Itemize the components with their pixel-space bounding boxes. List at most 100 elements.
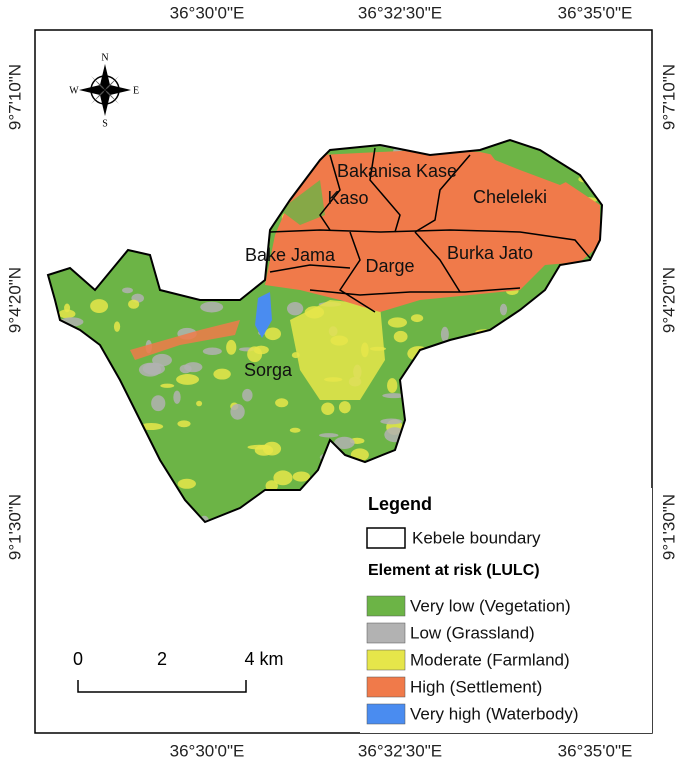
x-coord-label: 36°30'0"E: [170, 3, 245, 22]
compass-label: E: [133, 85, 139, 96]
land-cover: [480, 140, 580, 185]
legend-label: Kebele boundary: [412, 528, 541, 547]
legend-label: Moderate (Farmland): [410, 650, 570, 669]
compass-point: [100, 90, 110, 116]
land-cover: [290, 300, 385, 400]
legend-swatch: [366, 703, 406, 725]
land-cover: [200, 301, 224, 313]
graticule-labels: 36°30'0"E 36°30'0"E 36°32'30"E 36°32'30"E 36…: [5, 3, 678, 760]
land-cover: [113, 321, 121, 332]
land-cover: [142, 362, 165, 375]
land-cover: [334, 436, 355, 449]
land-cover: [280, 180, 325, 225]
land-cover: [184, 362, 203, 373]
land-cover: [202, 347, 222, 356]
legend-title: Legend: [368, 494, 432, 514]
compass-label: N: [101, 52, 108, 63]
land-cover: [265, 480, 278, 492]
legend-swatch: [366, 527, 406, 549]
kebele-label: Cheleleki: [473, 187, 547, 207]
scale-bar: 0 2 4 km: [73, 649, 284, 693]
land-cover: [338, 401, 351, 414]
kebele-boundary: [319, 154, 341, 231]
legend-swatch: [366, 649, 406, 671]
scale-label: 0: [73, 649, 83, 669]
y-coord-label: 9°7'10"N: [659, 64, 678, 130]
land-cover: [173, 390, 181, 404]
kebele-boundary: [414, 231, 461, 293]
land-cover: [499, 303, 508, 316]
land-cover: [247, 346, 263, 363]
x-coord-label: 36°32'30"E: [358, 3, 442, 22]
compass-point: [105, 90, 119, 104]
land-cover: [176, 374, 200, 385]
kebele-boundary: [414, 154, 471, 233]
kebele-boundary: [338, 231, 376, 313]
land-cover: [64, 303, 71, 313]
compass-point: [105, 76, 119, 90]
kebele-label: Darge: [365, 256, 414, 276]
compass-point: [91, 90, 105, 104]
x-coord-label: 36°35'0"E: [558, 741, 633, 760]
compass-label: W: [69, 85, 79, 96]
legend-swatch: [366, 622, 406, 644]
land-cover: [289, 427, 301, 433]
land-cover: [321, 402, 335, 415]
x-coord-label: 36°30'0"E: [170, 741, 245, 760]
x-coord-label: 36°35'0"E: [558, 3, 633, 22]
land-cover: [128, 299, 140, 309]
land-cover: [292, 471, 311, 482]
kebele-label: Bake Jama: [245, 245, 336, 265]
land-cover: [440, 326, 449, 342]
scale-line: [77, 680, 247, 693]
scale-label: 2: [157, 649, 167, 669]
compass-point: [100, 64, 110, 90]
scale-label: 4 km: [244, 649, 283, 669]
land-cover: [255, 292, 272, 338]
legend-items: Very low (Vegetation) Low (Grassland) Mode…: [366, 595, 579, 725]
land-cover: [382, 393, 406, 399]
kebele-label: Sorga: [244, 360, 293, 380]
land-cover: [226, 339, 237, 355]
legend-swatch: [366, 676, 406, 698]
land-cover: [90, 299, 109, 313]
compass-point: [105, 85, 131, 95]
y-coord-label: 9°7'10"N: [5, 64, 24, 130]
land-cover: [275, 398, 289, 408]
legend-subtitle: Element at risk (LULC): [368, 562, 540, 579]
land-cover: [264, 327, 282, 341]
land-cover: [393, 330, 408, 343]
land-cover: [287, 301, 304, 316]
land-cover: [160, 383, 175, 388]
land-cover: [122, 287, 133, 294]
compass-label: S: [102, 118, 108, 129]
kebele-label: Bakanisa Kase: [337, 161, 457, 181]
legend-swatch: [366, 595, 406, 617]
x-coord-label: 36°32'30"E: [358, 741, 442, 760]
land-cover: [273, 470, 293, 486]
land-cover: [58, 309, 76, 319]
land-cover: [380, 418, 403, 425]
kebele-boundary: [369, 147, 401, 233]
kebele-label: Kaso: [327, 188, 368, 208]
land-cover: [387, 378, 398, 393]
y-coord-label: 9°1'30"N: [5, 494, 24, 560]
legend: Legend Kebele boundary Element at risk (…: [360, 488, 652, 733]
land-cover: [213, 368, 231, 380]
legend-label: Low (Grassland): [410, 623, 535, 642]
area-outline: [46, 138, 604, 524]
y-coord-label: 9°4'20"N: [5, 267, 24, 333]
kebele-boundary: [309, 287, 521, 296]
land-cover: [177, 478, 196, 489]
land-cover: [139, 423, 164, 431]
legend-box: [360, 488, 652, 733]
land-cover: [254, 444, 274, 456]
land-cover: [410, 314, 424, 323]
legend-label: Very low (Vegetation): [410, 596, 571, 615]
y-coord-label: 9°1'30"N: [659, 494, 678, 560]
kebele-boundaries: [269, 147, 591, 313]
land-cover: [130, 320, 240, 360]
land-cover: [242, 388, 253, 402]
kebele-boundary: [269, 264, 351, 273]
